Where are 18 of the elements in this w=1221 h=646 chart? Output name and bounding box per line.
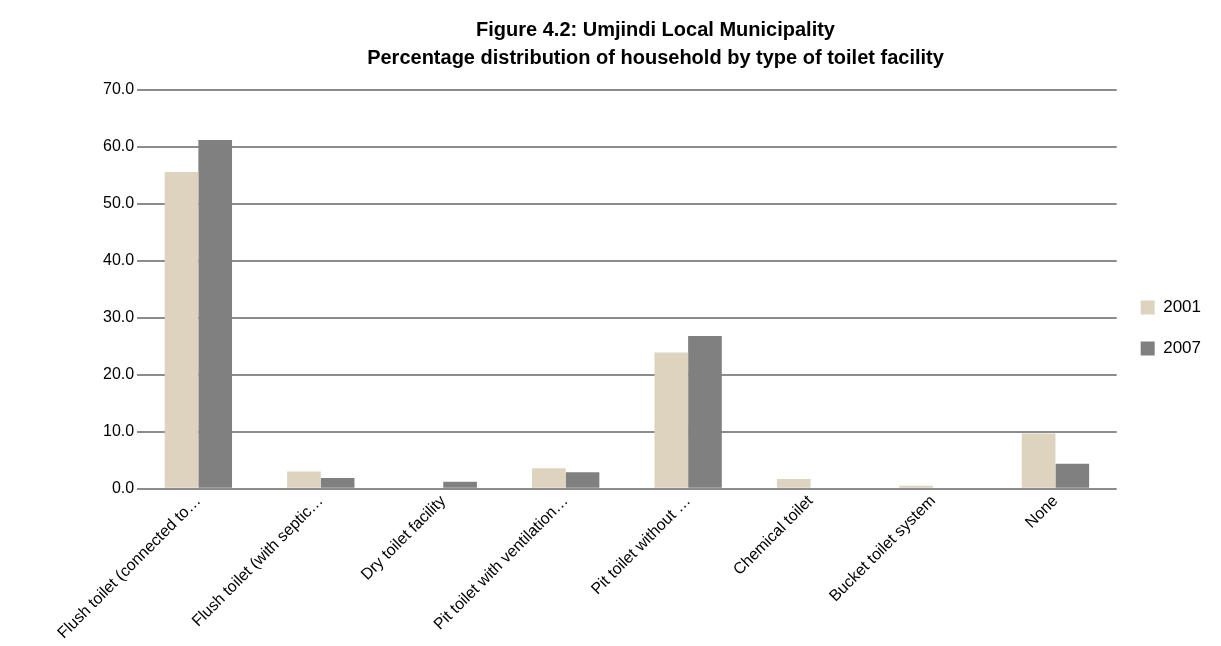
y-tick-label: 70.0 xyxy=(103,80,135,98)
bar xyxy=(1021,433,1056,488)
chart-subtitle: Percentage distribution of household by type of toilet facility xyxy=(367,45,945,68)
bar xyxy=(164,172,199,488)
legend-label: 2001 xyxy=(1163,297,1202,317)
legend-label: 2007 xyxy=(1163,338,1202,358)
y-tick-label: 10.0 xyxy=(103,422,135,440)
bar xyxy=(654,352,689,488)
bar xyxy=(532,468,566,488)
bar xyxy=(776,479,811,488)
y-tick-label: 50.0 xyxy=(103,194,135,212)
y-tick-label: 0.0 xyxy=(111,479,135,497)
y-tick-label: 30.0 xyxy=(103,308,135,326)
y-tick-label: 20.0 xyxy=(103,365,135,383)
bar xyxy=(287,471,321,488)
chart-title: Figure 4.2: Umjindi Local Municipality xyxy=(476,17,836,40)
y-tick-label: 60.0 xyxy=(103,137,135,155)
y-tick-label: 40.0 xyxy=(103,251,135,269)
